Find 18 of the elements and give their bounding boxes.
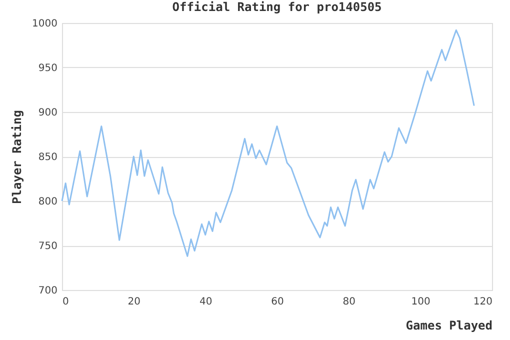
chart-title: Official Rating for pro140505	[172, 0, 382, 14]
x-axis-title: Games Played	[406, 318, 492, 332]
y-tick-label: 800	[38, 196, 58, 208]
x-tick-label: 40	[199, 296, 212, 308]
y-axis-title: Player Rating	[10, 110, 24, 204]
y-tick-label: 1000	[32, 18, 58, 30]
y-tick-label: 900	[38, 108, 58, 118]
y-tick-label: 850	[38, 152, 58, 163]
x-tick-label: 60	[271, 296, 284, 308]
y-tick-label: 750	[38, 241, 58, 252]
x-tick-label: 0	[62, 296, 69, 308]
x-tick-label: 120	[473, 296, 492, 308]
x-tick-label: 100	[411, 296, 430, 308]
y-tick-label: 700	[38, 286, 58, 296]
x-tick-label: 20	[128, 296, 141, 308]
line-series	[61, 29, 475, 257]
x-tick-label: 80	[342, 296, 356, 308]
y-tick-label: 950	[38, 63, 58, 74]
